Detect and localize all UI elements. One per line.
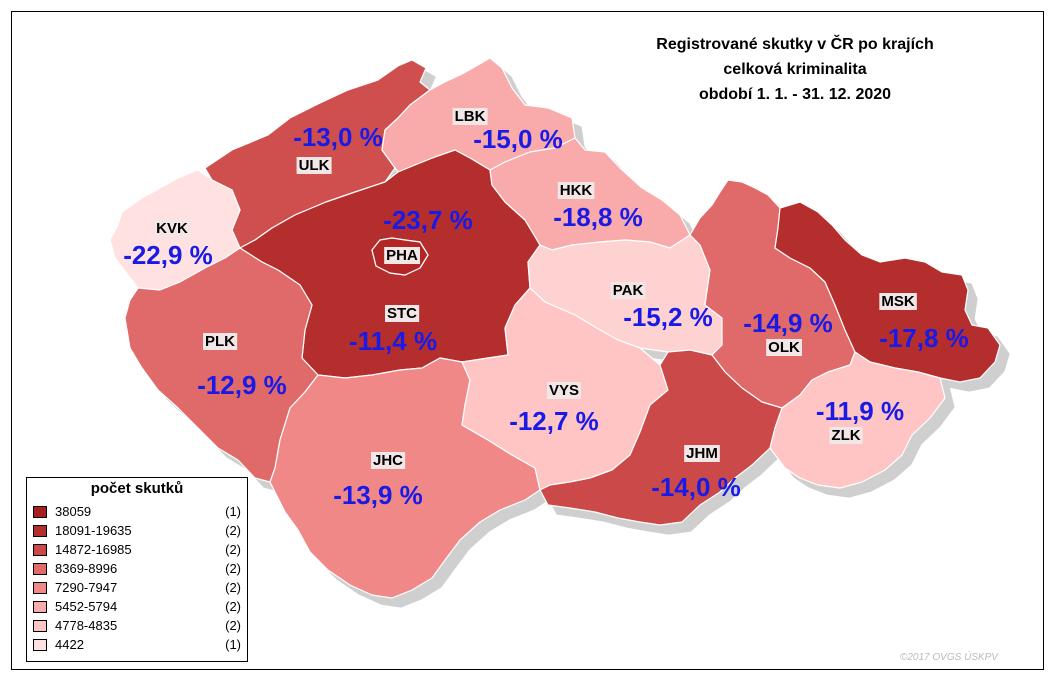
legend-count: (2) <box>225 618 241 633</box>
region-msk[interactable] <box>774 201 1001 383</box>
legend-range: 18091-19635 <box>55 523 132 538</box>
legend-title: počet skutků <box>90 480 184 497</box>
legend-count: (2) <box>225 523 241 538</box>
region-change-lbk: -15,0 % <box>473 124 563 154</box>
legend-item: 5452-5794 (2) <box>33 599 241 617</box>
legend-swatch <box>33 620 47 632</box>
legend-range: 4778-4835 <box>55 618 118 633</box>
region-code-msk: MSK <box>881 293 915 310</box>
legend-range: 4422 <box>55 637 84 652</box>
region-code-bg <box>610 282 646 299</box>
region-code-pha: PHA <box>386 247 418 264</box>
legend-item: 4422 (1) <box>33 637 241 655</box>
region-change-plk: -12,9 % <box>197 370 287 400</box>
region-code-bg <box>296 157 332 174</box>
legend-count: (1) <box>225 504 241 519</box>
region-code-olk: OLK <box>768 339 800 356</box>
region-code-lbk: LBK <box>455 108 486 125</box>
region-change-pha: -23,7 % <box>383 205 473 235</box>
region-code-stc: STC <box>387 305 417 322</box>
region-code-pak: PAK <box>613 282 644 299</box>
legend-range: 7290-7947 <box>55 580 118 595</box>
region-code-bg <box>879 293 917 310</box>
region-code-vys: VYS <box>549 382 579 399</box>
region-change-stc: -11,4 % <box>349 326 437 356</box>
legend-item: 4778-4835 (2) <box>33 618 241 636</box>
region-code-bg <box>684 445 720 462</box>
legend-item: 8369-8996 (2) <box>33 561 241 579</box>
legend-item: 18091-19635 (2) <box>33 523 241 541</box>
region-jhm[interactable] <box>539 349 783 526</box>
region-code-bg <box>452 108 488 125</box>
region-zlk[interactable] <box>769 351 946 489</box>
legend-swatch <box>33 601 47 613</box>
legend-range: 8369-8996 <box>55 561 118 576</box>
region-change-jhm: -14,0 % <box>651 472 741 502</box>
legend-swatch <box>33 563 47 575</box>
legend-range: 38059 <box>55 504 92 519</box>
region-change-ulk: -13,0 % <box>293 122 383 152</box>
map-title-line2: celková kriminalita <box>723 61 867 78</box>
region-change-zlk: -11,9 % <box>816 396 904 426</box>
legend-range: 5452-5794 <box>55 599 118 614</box>
legend-swatch <box>33 506 47 518</box>
region-code-zlk: ZLK <box>831 427 860 444</box>
legend-count: (2) <box>225 580 241 595</box>
legend-item: 38059 (1) <box>33 504 241 522</box>
region-jhc[interactable] <box>269 357 541 599</box>
region-code-bg <box>384 247 421 264</box>
legend-swatch <box>33 525 47 537</box>
legend-range: 14872-16985 <box>55 542 132 557</box>
legend: počet skutků 38059 (1) 18091-19635 (2) 14872… <box>26 477 248 662</box>
region-change-pak: -15,2 % <box>623 302 713 332</box>
region-change-msk: -17,8 % <box>879 323 969 353</box>
legend-count: (2) <box>225 542 241 557</box>
region-change-olk: -14,9 % <box>743 308 833 338</box>
region-code-bg <box>546 382 582 399</box>
region-code-ulk: ULK <box>299 157 330 174</box>
legend-swatch <box>33 639 47 651</box>
legend-count: (2) <box>225 561 241 576</box>
region-code-bg <box>370 452 406 469</box>
map-title-line3: období 1. 1. - 31. 12. 2020 <box>698 86 892 103</box>
map-title-line1: Registrované skutky v ČR po krajích <box>656 36 934 53</box>
region-code-bg <box>557 182 595 199</box>
legend-item: 7290-7947 (2) <box>33 580 241 598</box>
region-code-bg <box>154 220 191 237</box>
credit-text: ©2017 OVGS ÚSKPV <box>900 652 998 663</box>
region-code-hkk: HKK <box>560 182 593 199</box>
region-change-kvk: -22,9 % <box>123 240 213 270</box>
region-code-jhm: JHM <box>686 445 718 462</box>
region-change-hkk: -18,8 % <box>553 202 643 232</box>
region-code-kvk: KVK <box>156 220 188 237</box>
legend-count: (1) <box>225 637 241 652</box>
region-code-bg <box>203 333 238 350</box>
region-change-vys: -12,7 % <box>509 406 599 436</box>
region-code-bg <box>766 339 802 356</box>
region-code-jhc: JHC <box>373 452 403 469</box>
region-code-plk: PLK <box>205 333 235 350</box>
region-change-jhc: -13,9 % <box>333 480 423 510</box>
region-code-bg <box>385 305 420 322</box>
region-code-bg <box>829 427 863 444</box>
legend-swatch <box>33 544 47 556</box>
legend-swatch <box>33 582 47 594</box>
legend-item: 14872-16985 (2) <box>33 542 241 560</box>
legend-count: (2) <box>225 599 241 614</box>
